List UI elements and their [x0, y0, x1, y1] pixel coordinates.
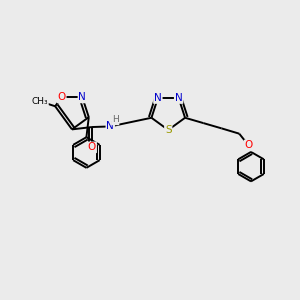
Text: O: O — [58, 92, 66, 102]
Text: H: H — [112, 116, 119, 124]
Text: N: N — [175, 93, 182, 103]
Text: N: N — [79, 92, 86, 102]
Text: N: N — [154, 93, 162, 103]
Text: O: O — [244, 140, 253, 150]
Text: O: O — [88, 142, 96, 152]
Text: CH₃: CH₃ — [32, 97, 48, 106]
Text: S: S — [165, 125, 172, 135]
Text: N: N — [106, 121, 114, 131]
